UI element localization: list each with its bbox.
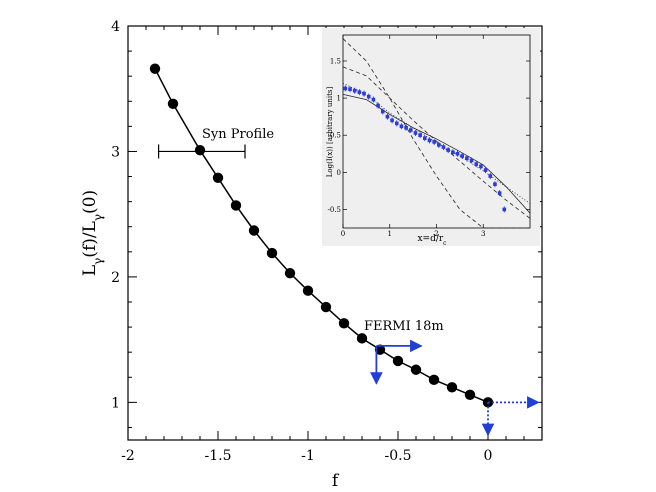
inset-data-point: [441, 145, 446, 149]
inset-data-point: [371, 97, 376, 102]
inset-model-line: [342, 82, 531, 204]
y-tick-label: 2: [111, 270, 120, 286]
inset-data-point: [408, 128, 413, 132]
inset-data-point: [348, 87, 352, 91]
inset-x-tick-label: 1: [388, 230, 392, 238]
data-point: [356, 333, 368, 344]
inset-data-point: [385, 114, 390, 119]
y-tick-label: 3: [111, 144, 120, 160]
inset-x-tick-label: 0: [341, 230, 345, 238]
inset-data-point: [437, 143, 441, 147]
inset-model-line: [342, 66, 531, 219]
data-point: [302, 285, 314, 296]
data-point: [248, 225, 260, 236]
inset-data-point: [451, 150, 455, 155]
inset-x-label: x=d/rc: [417, 234, 447, 247]
inset-background: [322, 28, 540, 246]
x-tick-label: 0: [484, 448, 493, 464]
inset-data-point: [380, 109, 385, 114]
inset-y-tick-label: 0: [337, 169, 341, 177]
inset-data-point: [404, 125, 408, 130]
data-point: [167, 98, 179, 109]
inset-data-points: [343, 85, 507, 213]
inset-y-tick-label: 1: [337, 95, 341, 103]
syn-profile-annotation: Syn Profile: [158, 127, 274, 159]
y-axis-label: Lγ(f)/Lγ(0): [80, 190, 105, 276]
inset-plot: 0 1 2 3 -0.5 0 0.5 1 1.5 x=d/rc Log(I(x)) [arbit…: [322, 28, 540, 247]
inset-data-point: [483, 168, 488, 172]
fermi-label: FERMI 18m: [364, 319, 444, 334]
data-point: [230, 200, 242, 211]
inset-data-point: [390, 118, 394, 123]
x-axis-label: f: [332, 471, 340, 491]
inset-model-lines: [342, 38, 531, 229]
inset-data-point: [502, 207, 507, 212]
inset-data-point: [493, 182, 497, 187]
plot-frame: [127, 25, 543, 441]
inset-y-tick-label: -0.5: [328, 206, 342, 214]
inset-data-point: [343, 86, 348, 91]
inset-model-line: [342, 38, 530, 229]
inset-data-point: [418, 133, 422, 138]
data-point: [392, 355, 404, 367]
inset-data-point: [357, 90, 362, 94]
inset-data-point: [362, 91, 366, 96]
origin-limit-annotation: [481, 396, 540, 437]
inset-data-point: [423, 136, 427, 140]
inset-data-point: [497, 191, 502, 195]
fermi-annotation: FERMI 18m: [364, 319, 444, 385]
inset-y-tick-label: 0.5: [330, 132, 341, 140]
inset-x-tick-label: 2: [434, 230, 438, 238]
y-tick-label: 1: [111, 395, 120, 411]
inset-data-point: [469, 158, 474, 163]
inset-x-tick-label: 3: [481, 230, 485, 238]
inset-data-point: [455, 151, 460, 156]
data-point: [464, 389, 476, 401]
data-point: [428, 374, 440, 385]
data-point: [284, 267, 296, 279]
data-point: [194, 145, 206, 156]
inset-data-point: [413, 131, 418, 135]
data-point: [410, 364, 422, 375]
data-point: [338, 318, 350, 329]
inset-data-point: [488, 174, 493, 178]
inset-data-point: [465, 156, 469, 161]
main-plot: -2 -1.5 -1 -0.5 0 1 2 3 4 f Lγ(f)/Lγ(0) Syn Pro…: [80, 19, 543, 491]
inset-y-label: Log(I(x)) [arbitrary units]: [326, 87, 334, 178]
inset-data-point: [460, 154, 465, 158]
inset-axes: 0 1 2 3 -0.5 0 0.5 1 1.5: [328, 35, 530, 238]
syn-profile-label: Syn Profile: [202, 127, 274, 142]
inset-data-point: [366, 94, 371, 99]
inset-data-point: [479, 164, 483, 169]
data-point: [266, 247, 278, 259]
data-point: [446, 382, 458, 393]
inset-data-point: [376, 103, 380, 108]
x-tick-label: -0.5: [385, 448, 412, 464]
inset-data-point: [474, 162, 479, 166]
data-point: [374, 344, 386, 355]
data-point: [149, 63, 161, 74]
data-point: [320, 301, 332, 313]
inset-y-tick-label: 1.5: [330, 57, 341, 65]
inset-data-point: [427, 138, 432, 143]
inset-data-point: [399, 124, 404, 129]
series-layer: [149, 63, 494, 408]
inset-data-point: [446, 148, 450, 152]
y-tick-label: 4: [111, 19, 120, 35]
x-tick-label: -1.5: [205, 448, 232, 464]
x-tick-label: -1: [301, 448, 315, 464]
inset-data-point: [432, 140, 436, 144]
inset-data-point: [394, 121, 399, 126]
inset-model-line: [342, 93, 531, 214]
data-point: [212, 172, 224, 183]
inset-data-point: [352, 88, 357, 93]
x-tick-label: -2: [121, 448, 135, 464]
